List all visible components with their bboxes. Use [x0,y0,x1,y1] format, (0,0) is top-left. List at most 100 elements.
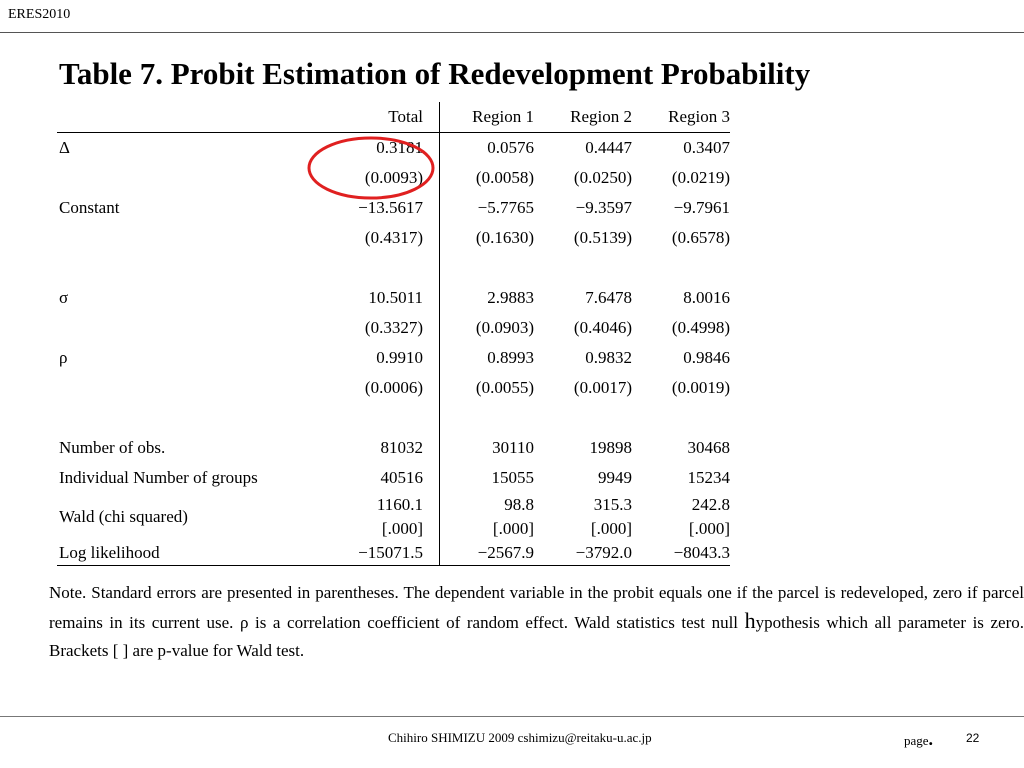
wald-pvalue: [.000] [492,519,534,538]
cell-region1: 30110 [492,438,534,457]
cell-region2: (0.5139) [573,228,632,247]
cell-region2: 7.6478 [585,288,632,307]
wald-value: 315.3 [593,495,632,514]
cell-region1: (0.0058) [475,168,534,187]
cell-total: −13.5617 [297,193,440,223]
note-text-part1: Note. Standard errors are presented in p… [49,583,1024,632]
header-blank [57,102,297,133]
table-row: σ 10.5011 2.9883 7.6478 8.0016 [57,283,730,313]
row-label [57,403,297,433]
cell-region3: (0.0019) [671,378,730,397]
table-row: Individual Number of groups 40516 15055 994… [57,463,730,493]
wald-stack: 1160.1 [.000] [297,493,423,541]
page-label: page. [904,729,933,750]
table-row: Number of obs. 81032 30110 19898 30468 [57,433,730,463]
cell-region3: 0.9846 [683,348,730,367]
cell-total: 40516 [297,463,440,493]
cell-region1: 15055 [491,468,535,487]
row-label: Number of obs. [59,438,166,457]
table-row [57,403,730,433]
cell-region3: 8.0016 [683,288,730,307]
cell-region1 [440,253,535,283]
cell-region3: 242.8 [.000] [632,493,730,541]
cell-region1: 0.0576 [487,138,534,157]
cell-region1: −5.7765 [477,198,534,217]
row-label [57,163,297,193]
cell-total: −15071.5 [297,541,440,566]
cell-region3: (0.6578) [671,228,730,247]
col-header-region1: Region 1 [439,102,534,133]
table-row: (0.0006) (0.0055) (0.0017) (0.0019) [57,373,730,403]
row-label [57,313,297,343]
cell-region2: −9.3597 [575,198,632,217]
cell-total: (0.0093) [297,163,440,193]
page-label-text: page [904,733,929,748]
col-header-total: Total [297,102,440,133]
cell-region2: (0.0250) [573,168,632,187]
table-row-wald: Wald (chi squared) 1160.1 [.000] 98.8 [.000]… [57,493,730,541]
cell-total: 0.3181 [297,132,440,163]
row-label: σ [59,288,69,307]
table-row: (0.4317) (0.1630) (0.5139) (0.6578) [57,223,730,253]
page-label-dot: . [928,729,934,749]
cell-region3: (0.0219) [671,168,730,187]
top-divider [0,32,1024,33]
row-label [57,373,297,403]
note-text-part2: ypothesis which all parameter is zero. B… [49,613,1024,660]
cell-region1 [440,403,535,433]
col-header-region2: Region 2 [534,102,632,133]
cell-region2 [534,403,632,433]
wald-stack: 98.8 [.000] [440,493,534,541]
cell-region1: 2.9883 [487,288,534,307]
cell-region3: −9.7961 [673,198,730,217]
table-row [57,253,730,283]
cell-region1: (0.1630) [475,228,534,247]
bottom-divider [0,716,1024,717]
table-row-loglik: Log likelihood −15071.5 −2567.9 −3792.0 −804… [57,541,730,566]
cell-total [297,253,440,283]
cell-region2 [534,253,632,283]
wald-pvalue: [.000] [590,519,632,538]
wald-pvalue: [.000] [688,519,730,538]
table-row: (0.0093) (0.0058) (0.0250) (0.0219) [57,163,730,193]
row-label [57,253,297,283]
cell-region3: −8043.3 [632,541,730,566]
wald-pvalue: [.000] [381,519,423,538]
cell-total: (0.0006) [297,373,440,403]
probit-table: Total Region 1 Region 2 Region 3 Δ 0.3181… [57,102,730,566]
cell-region3: (0.4998) [671,318,730,337]
page-number: 22 [966,731,980,745]
cell-total: 10.5011 [297,283,440,313]
cell-total: 0.9910 [297,343,440,373]
cell-region1: (0.0055) [475,378,534,397]
slide-title: Table 7. Probit Estimation of Redevelopm… [59,56,811,91]
cell-total: 1160.1 [.000] [297,493,440,541]
cell-region2: −3792.0 [534,541,632,566]
cell-region2: (0.4046) [573,318,632,337]
cell-region3 [632,253,730,283]
row-label: ρ [59,348,68,367]
cell-region2: 9949 [598,468,632,487]
row-label: Individual Number of groups [59,468,258,487]
row-label [57,223,297,253]
row-label: Wald (chi squared) [59,507,188,526]
cell-total: (0.3327) [297,313,440,343]
wald-value: 98.8 [504,495,534,514]
row-label: Log likelihood [57,541,297,566]
cell-region1: 98.8 [.000] [440,493,534,541]
cell-region1: 0.8993 [487,348,534,367]
cell-total: 81032 [297,433,440,463]
cell-region1: −2567.9 [439,541,534,566]
cell-region2: 315.3 [.000] [534,493,632,541]
table-row: ρ 0.9910 0.8993 0.9832 0.9846 [57,343,730,373]
wald-stack: 242.8 [.000] [632,493,730,541]
cell-region2: 19898 [589,438,633,457]
cell-region2: (0.0017) [573,378,632,397]
cell-region3: 0.3407 [683,138,730,157]
col-header-region3: Region 3 [632,102,730,133]
cell-region3: 30468 [687,438,731,457]
table-body: Δ 0.3181 0.0576 0.4447 0.3407 (0.0093) (0.0058… [57,132,730,566]
footer-credit: Chihiro SHIMIZU 2009 cshimizu@reitaku-u.… [388,730,652,745]
table-note: Note. Standard errors are presented in p… [49,579,1024,665]
table-header-row: Total Region 1 Region 2 Region 3 [57,102,730,133]
